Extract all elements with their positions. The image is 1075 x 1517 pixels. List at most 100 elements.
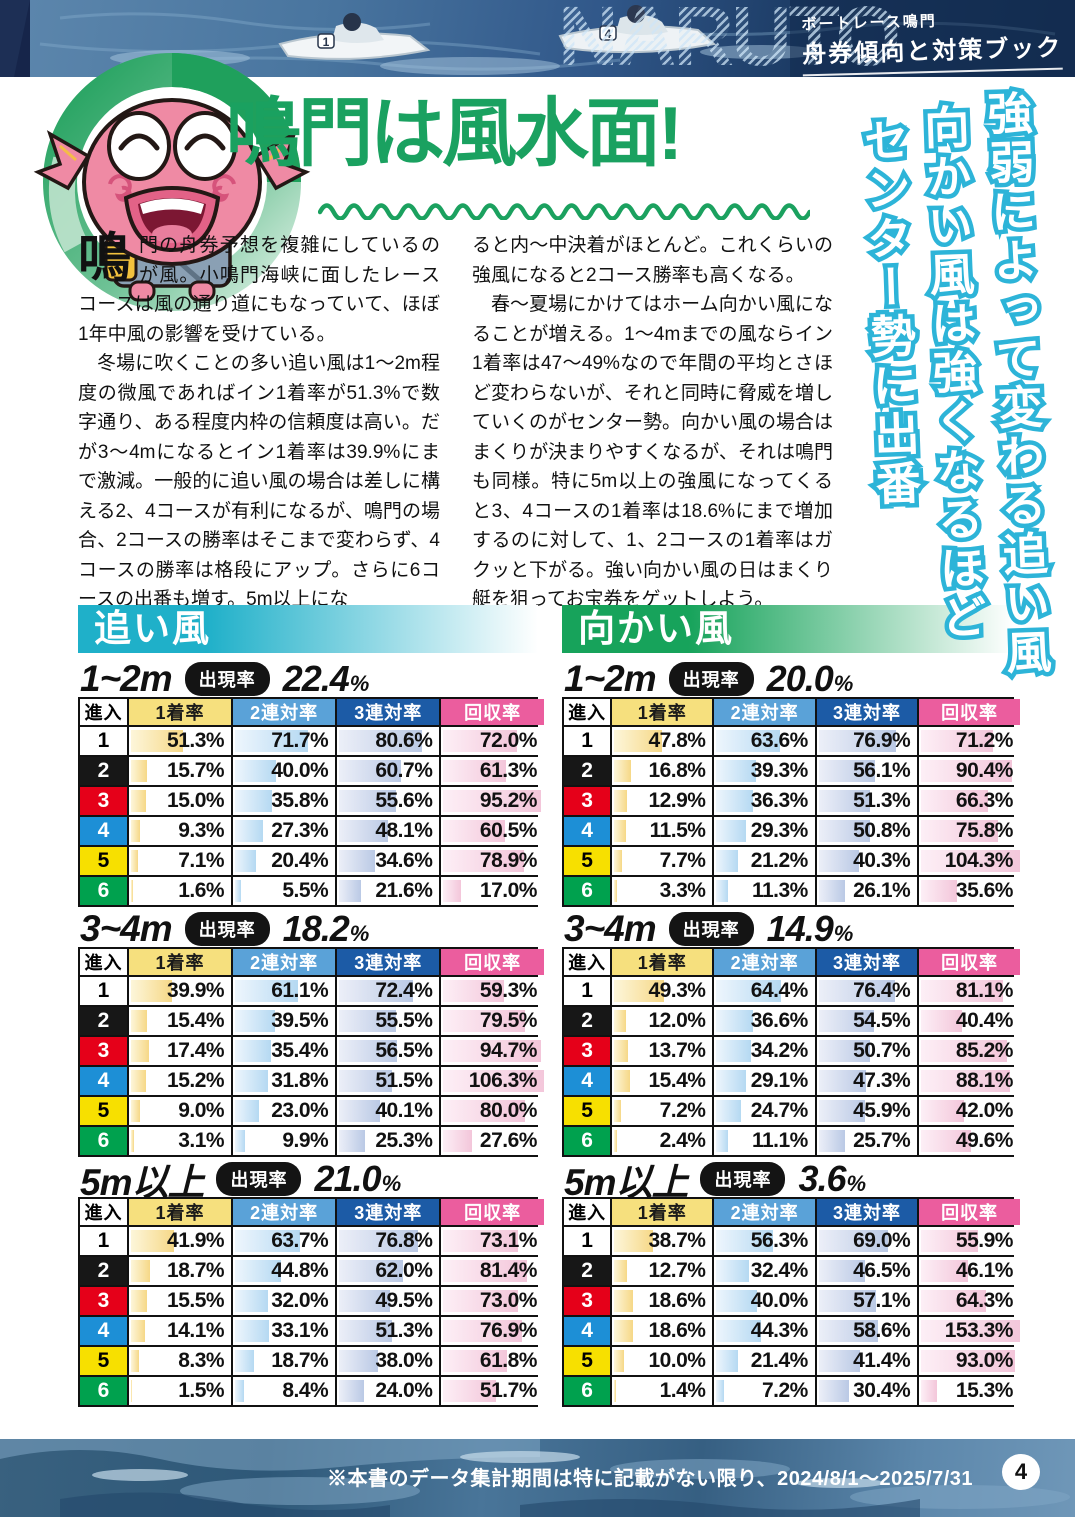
value-bar — [614, 1040, 628, 1062]
value-bar — [818, 760, 876, 782]
value-bar — [614, 790, 628, 812]
value-cell: 12.0% — [610, 1007, 713, 1035]
occurrence-pill: 出現率 — [668, 662, 754, 696]
pufferfish — [33, 98, 311, 302]
boat-number-1: 1 — [323, 35, 330, 49]
value-cell: 64.4% — [712, 977, 815, 1005]
section-title: 向かい風 — [578, 608, 734, 649]
lane-cell: 1 — [564, 727, 611, 755]
value-text: 75.8% — [955, 819, 1014, 842]
value-text: 15.4% — [167, 1009, 225, 1032]
value-cell: 40.3% — [814, 847, 918, 875]
value-text: 57.1% — [853, 1289, 911, 1312]
value-bar — [921, 1230, 978, 1252]
table-row: 4 18.6% 44.3% 58.6% 153.3% — [564, 1315, 1020, 1345]
occurrence-value: 21.0% — [314, 1158, 402, 1199]
value-bar — [235, 730, 309, 752]
column-header: 進入 — [564, 1199, 611, 1225]
value-bar — [818, 880, 846, 902]
percent-sign: % — [381, 1171, 402, 1196]
value-text: 20.4% — [271, 849, 329, 872]
value-bar — [716, 1130, 728, 1152]
lane-cell: 3 — [80, 1037, 127, 1065]
lane-cell: 4 — [564, 817, 611, 845]
occurrence-pill: 出現率 — [184, 662, 270, 696]
wind-heading: 3~4m 出現率 14.9% — [564, 908, 1014, 949]
value-bar — [130, 820, 141, 842]
value-bar — [716, 760, 756, 782]
lane-cell: 4 — [80, 1317, 127, 1345]
value-text: 34.6% — [375, 849, 433, 872]
value-bar — [130, 1350, 140, 1372]
value-cell: 12.9% — [610, 787, 713, 815]
footer-photo-band — [0, 1439, 1075, 1517]
table-header-row: 進入 1着率 2連対率 3連対率 回収率 — [564, 699, 1020, 725]
table-row: 5 9.0% 23.0% 40.1% 80.0% — [80, 1095, 544, 1125]
value-cell: 45.9% — [814, 1097, 918, 1125]
value-text: 21.4% — [750, 1349, 809, 1372]
value-cell: 14.1% — [126, 1317, 232, 1345]
value-text: 26.1% — [853, 879, 911, 902]
value-text: 63.7% — [271, 1229, 329, 1252]
value-bar — [921, 1070, 1010, 1092]
value-bar — [921, 1320, 1020, 1342]
value-text: 47.3% — [853, 1069, 911, 1092]
value-bar — [818, 980, 896, 1002]
wind-speed-label: 3~4m — [564, 908, 657, 949]
value-cell: 76.4% — [814, 977, 918, 1005]
value-text: 9.0% — [178, 1099, 225, 1122]
value-text: 32.4% — [750, 1259, 809, 1282]
value-text: 61.1% — [271, 979, 329, 1002]
value-bar — [818, 790, 871, 812]
value-cell: 27.3% — [231, 817, 336, 845]
value-bar — [443, 1100, 526, 1122]
wind-table-block: 1~2m 出現率 20.0% 進入 1着率 2連対率 3連対率 回収率 1 47.8% 63.6% 7… — [562, 658, 1020, 907]
value-cell: 1.5% — [126, 1377, 232, 1405]
value-cell: 60.7% — [335, 757, 440, 785]
wind-speed-label: 1~2m — [564, 658, 657, 699]
value-bar — [716, 730, 781, 752]
value-text: 11.3% — [751, 879, 808, 902]
value-cell: 18.6% — [610, 1287, 713, 1315]
wind-table: 進入 1着率 2連対率 3連対率 回収率 1 47.8% 63.6% 76.9% 71.2% 2 16… — [562, 697, 1020, 907]
table-row: 3 15.0% 35.8% 55.6% 95.2% — [80, 785, 544, 815]
value-bar — [443, 820, 506, 842]
value-bar — [339, 1040, 397, 1062]
tailwind-tables: 1~2m 出現率 22.4% 進入 1着率 2連対率 3連対率 回収率 1 51.3% 71.7% 8… — [78, 658, 544, 1407]
value-cell: 51.3% — [814, 787, 918, 815]
wind-table: 進入 1着率 2連対率 3連対率 回収率 1 41.9% 63.7% 76.8% 73.1% 2 18… — [78, 1197, 544, 1407]
value-cell: 27.6% — [439, 1127, 544, 1155]
value-bar — [443, 1130, 472, 1152]
value-text: 58.6% — [853, 1319, 911, 1342]
value-bar — [339, 760, 402, 782]
lane-cell: 2 — [564, 757, 611, 785]
value-text: 3.1% — [178, 1129, 225, 1152]
column-header: 回収率 — [917, 949, 1020, 975]
lane-cell: 3 — [80, 1287, 127, 1315]
value-bar — [443, 1260, 527, 1282]
value-text: 13.7% — [648, 1039, 706, 1062]
value-cell: 8.4% — [231, 1377, 336, 1405]
value-bar — [443, 790, 542, 812]
value-cell: 61.1% — [231, 977, 336, 1005]
column-header: 3連対率 — [335, 699, 440, 725]
occurrence-value: 20.0% — [766, 658, 854, 699]
wind-table: 進入 1着率 2連対率 3連対率 回収率 1 49.3% 64.4% 76.4% 81.1% 2 12… — [562, 947, 1020, 1157]
value-bar — [818, 850, 860, 872]
value-text: 11.1% — [751, 1129, 808, 1152]
value-text: 60.5% — [479, 819, 538, 842]
value-cell: 50.7% — [814, 1037, 918, 1065]
lane-cell: 2 — [564, 1257, 611, 1285]
value-text: 27.3% — [271, 819, 329, 842]
booklet-title-name: 舟券傾向と対策ブック — [801, 27, 1063, 77]
column-header: 3連対率 — [335, 949, 440, 975]
value-text: 79.5% — [479, 1009, 538, 1032]
lane-cell: 6 — [564, 1127, 611, 1155]
value-bar — [130, 1290, 147, 1312]
value-text: 40.4% — [955, 1009, 1014, 1032]
value-bar — [921, 1130, 972, 1152]
value-cell: 13.7% — [610, 1037, 713, 1065]
value-bar — [716, 850, 738, 872]
value-cell: 17.4% — [126, 1037, 232, 1065]
value-text: 49.5% — [375, 1289, 433, 1312]
